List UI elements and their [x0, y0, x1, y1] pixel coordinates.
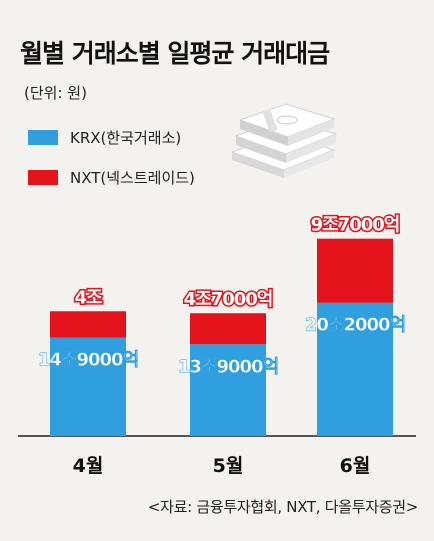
data-label-krx-3: 20조2000억 [305, 315, 405, 336]
data-label-nxt-1: 4조 [74, 287, 102, 308]
legend-swatch-krx [28, 130, 58, 145]
data-label-nxt-2: 4조7000억 [184, 289, 273, 310]
bar-nxt-2 [190, 313, 266, 345]
bar-krx-3 [317, 302, 393, 436]
data-label-nxt-3: 9조7000억 [311, 215, 400, 236]
legend-label-nxt: NXT(넥스트레이드) [70, 169, 195, 187]
legend-label-krx: KRX(한국거래소) [70, 129, 182, 147]
legend-swatch-nxt [28, 170, 58, 185]
unit-label: (단위: 원) [24, 84, 87, 102]
source-note: <자료: 금융투자협회, NXT, 다올투자증권> [147, 498, 418, 516]
chart-title: 월별 거래소별 일평균 거래대금 [20, 39, 330, 68]
data-label-krx-1: 14조9000억 [38, 350, 138, 371]
x-tick-label-1: 4월 [73, 455, 104, 477]
legend-item-nxt: NXT(넥스트레이드) [28, 167, 195, 188]
x-tick-label-2: 5월 [213, 455, 244, 477]
bar-nxt-3 [317, 238, 393, 303]
data-label-krx-2: 13조9000억 [178, 356, 278, 377]
bar-krx-1 [50, 337, 126, 436]
money-stack-icon [230, 103, 338, 178]
x-tick-label-3: 6월 [340, 455, 371, 477]
legend-item-krx: KRX(한국거래소) [28, 127, 181, 148]
bar-krx-2 [190, 344, 266, 436]
bar-nxt-1 [50, 311, 126, 338]
